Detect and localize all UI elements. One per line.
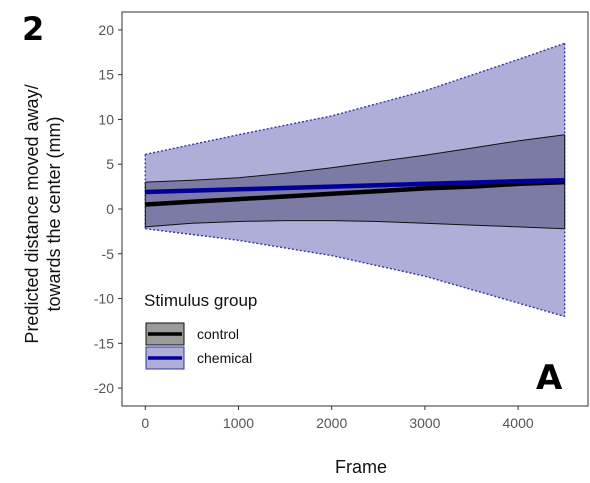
legend-label-chemical: chemical — [197, 350, 252, 366]
x-tick-label: 0 — [141, 415, 149, 431]
x-tick-label: 3000 — [409, 415, 440, 431]
y-tick-label: -20 — [94, 380, 114, 396]
y-tick-label: 15 — [98, 67, 114, 83]
band-upper-edge-chemical — [145, 42, 565, 156]
x-tick-label: 2000 — [316, 415, 347, 431]
legend-label-control: control — [197, 326, 239, 342]
x-tick-label: 1000 — [223, 415, 254, 431]
legend: Stimulus group control chemical — [144, 291, 257, 370]
x-axis-title: Frame — [335, 457, 387, 477]
legend-title: Stimulus group — [144, 291, 257, 310]
confidence-bands — [144, 42, 566, 318]
y-tick-label: 20 — [98, 22, 114, 38]
y-tick-label: -5 — [102, 246, 115, 262]
fit-line-chemical — [145, 178, 565, 195]
confidence-band-control — [145, 134, 565, 229]
y-axis-title-line-2: towards the center (mm) — [44, 116, 64, 311]
y-axis-title-line-1: Predicted distance moved away/ — [22, 84, 42, 343]
band-upper-edge-control — [145, 134, 565, 183]
y-tick-label: -15 — [94, 335, 114, 351]
y-tick-label: 10 — [98, 111, 114, 127]
band-lower-edge-chemical — [145, 228, 565, 318]
y-tick-label: -10 — [94, 291, 114, 307]
y-tick-label: 5 — [106, 156, 114, 172]
band-lower-edge-control — [145, 220, 565, 230]
x-tick-label: 4000 — [503, 415, 534, 431]
y-tick-label: 0 — [106, 201, 114, 217]
axes: 20 15 10 5 0 -5 -10 -15 -20 0 1000 2000 3000 4000 — [94, 22, 534, 431]
panel-letter: A — [536, 358, 563, 398]
fit-line-control — [145, 179, 565, 207]
panel-number: 2 — [22, 10, 44, 48]
fit-lines — [145, 178, 565, 207]
